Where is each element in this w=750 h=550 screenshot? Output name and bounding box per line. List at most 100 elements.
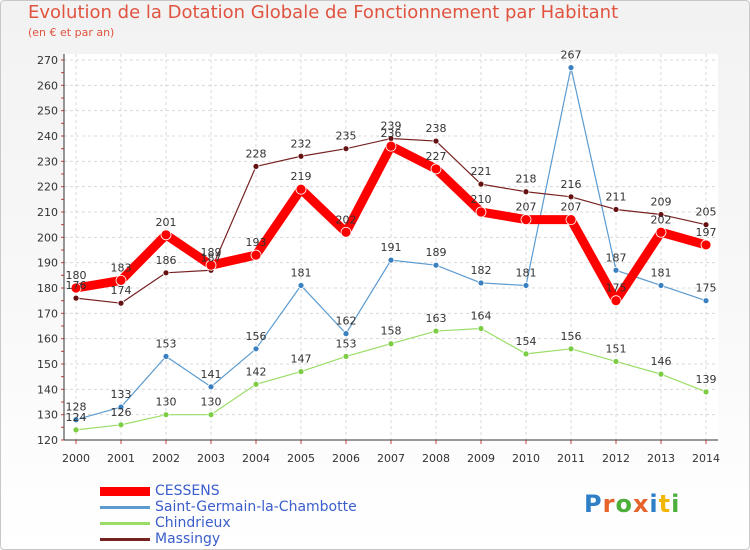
y-tick-label: 260 [37, 79, 58, 92]
data-point [432, 327, 440, 335]
data-point [610, 295, 622, 307]
data-label: 181 [291, 266, 312, 279]
data-point [207, 411, 215, 419]
data-point [702, 221, 710, 229]
x-tick-label: 2010 [512, 452, 540, 465]
data-label: 146 [651, 355, 672, 368]
data-label: 218 [516, 173, 537, 186]
x-tick-label: 2001 [107, 452, 135, 465]
data-label: 216 [561, 178, 582, 191]
data-label: 221 [471, 165, 492, 178]
logo-letter: x [632, 490, 650, 518]
data-point [522, 188, 530, 196]
data-label: 162 [336, 315, 357, 328]
data-label: 193 [246, 236, 267, 249]
data-point [657, 211, 665, 218]
y-tick-label: 230 [37, 155, 58, 168]
y-tick-label: 270 [37, 54, 58, 67]
data-label: 153 [336, 337, 357, 350]
data-label: 181 [516, 266, 537, 279]
data-label: 187 [201, 251, 222, 264]
y-tick-label: 250 [37, 105, 58, 118]
data-point [430, 163, 442, 175]
data-label: 180 [66, 269, 87, 282]
data-label: 175 [606, 282, 627, 295]
x-tick-label: 2000 [62, 452, 90, 465]
y-tick-label: 150 [37, 358, 58, 371]
data-point [72, 294, 80, 302]
legend-label: Saint-Germain-la-Chambotte [155, 499, 357, 515]
proxiti-logo: Proxiti [584, 490, 680, 518]
data-point [117, 299, 125, 307]
data-point [385, 140, 397, 152]
data-point [162, 411, 170, 419]
data-label: 158 [381, 325, 402, 338]
data-point [432, 137, 440, 145]
x-tick-label: 2006 [332, 452, 360, 465]
y-tick-label: 240 [37, 130, 58, 143]
data-point [565, 214, 577, 226]
data-point [567, 193, 575, 201]
data-label: 207 [516, 201, 537, 214]
data-label: 201 [156, 216, 177, 229]
data-label: 267 [561, 49, 582, 62]
data-point [387, 340, 395, 348]
data-point [387, 256, 395, 264]
data-point [342, 145, 350, 153]
data-label: 156 [561, 330, 582, 343]
data-label: 228 [246, 147, 267, 160]
logo-letter: i [649, 490, 659, 518]
data-point [297, 152, 305, 160]
data-point [162, 269, 170, 277]
data-point [612, 206, 620, 213]
legend-label: Massingy [155, 531, 221, 547]
data-point [432, 261, 440, 269]
data-point [297, 282, 305, 289]
x-tick-label: 2009 [467, 452, 495, 465]
y-tick-label: 180 [37, 282, 58, 295]
data-point [520, 214, 532, 226]
legend-label: Chindrieux [155, 515, 231, 531]
data-point [115, 274, 127, 286]
data-label: 130 [201, 396, 222, 409]
data-label: 156 [246, 330, 267, 343]
data-point [72, 426, 80, 434]
y-tick-label: 140 [37, 383, 58, 396]
data-label: 130 [156, 396, 177, 409]
data-label: 227 [426, 150, 447, 163]
x-tick-label: 2014 [692, 452, 720, 465]
data-label: 151 [606, 342, 627, 355]
data-point [657, 370, 665, 378]
x-tick-label: 2007 [377, 452, 405, 465]
data-point [477, 279, 485, 287]
legend-label: CESSENS [155, 483, 220, 499]
data-point [252, 162, 260, 170]
data-point [72, 416, 80, 424]
x-tick-label: 2004 [242, 452, 270, 465]
data-point [205, 259, 217, 271]
data-label: 153 [156, 337, 177, 350]
data-point [700, 239, 712, 251]
data-label: 175 [696, 282, 717, 295]
data-label: 183 [111, 261, 132, 274]
data-label: 142 [246, 365, 267, 378]
x-tick-label: 2011 [557, 452, 585, 465]
x-tick-label: 2002 [152, 452, 180, 465]
data-label: 186 [156, 254, 177, 267]
data-point [657, 282, 665, 289]
logo-letter: o [615, 490, 633, 518]
data-point [612, 358, 620, 365]
data-label: 236 [381, 127, 402, 140]
data-point [342, 330, 350, 338]
data-label: 235 [336, 130, 357, 143]
data-label: 139 [696, 373, 717, 386]
data-label: 147 [291, 353, 312, 366]
data-label: 187 [606, 251, 627, 264]
data-point [117, 403, 125, 411]
data-label: 207 [561, 201, 582, 214]
data-label: 202 [336, 213, 357, 226]
data-label: 205 [696, 206, 717, 219]
data-label: 176 [66, 279, 87, 292]
data-point [160, 229, 172, 241]
x-tick-label: 2012 [602, 452, 630, 465]
